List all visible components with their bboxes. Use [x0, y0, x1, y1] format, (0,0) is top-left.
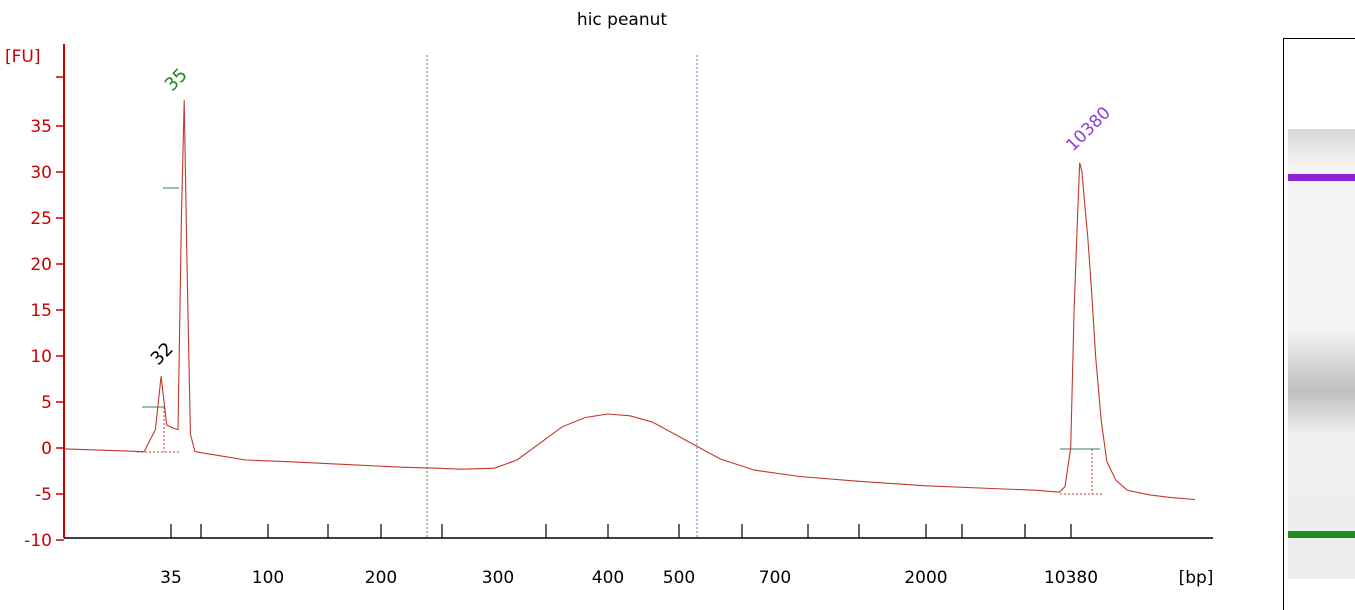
chart-title: hic peanut: [577, 10, 667, 30]
gel-image: [1283, 38, 1355, 610]
x-tick-label: 200: [365, 568, 397, 588]
x-tick-label: 400: [592, 568, 624, 588]
x-tick-label: 300: [482, 568, 514, 588]
y-tick-label: 30: [30, 163, 52, 183]
gel-lane: [1288, 129, 1355, 579]
y-tick-label: 25: [30, 209, 52, 229]
y-tick-label: 35: [30, 117, 52, 137]
gel-lower-marker-band: [1288, 531, 1355, 538]
trace-line: [64, 100, 1196, 501]
x-tick-label: 2000: [904, 568, 947, 588]
peak-label: 35: [161, 64, 192, 95]
electropherogram-chart: hic peanut -10 -5 0 5 10 15 20 25 30 35 [FU] 35 100 20…: [5, 10, 1214, 588]
x-tick-label: 500: [663, 568, 695, 588]
x-tick-label: 700: [759, 568, 791, 588]
y-tick-label: 5: [41, 393, 52, 413]
y-tick-label: 10: [30, 347, 52, 367]
y-axis-unit-label: [FU]: [5, 47, 41, 67]
y-tick-label: -10: [24, 531, 52, 551]
x-tick-label: 35: [160, 568, 182, 588]
peak-label: 32: [147, 338, 178, 369]
gel-upper-marker-band: [1288, 174, 1355, 181]
y-tick-label: 15: [30, 301, 52, 321]
y-tick-label: -5: [35, 485, 52, 505]
y-tick-label: 20: [30, 255, 52, 275]
peak-label: 10380: [1062, 103, 1114, 155]
x-tick-label: 10380: [1044, 568, 1098, 588]
y-tick-label: 0: [41, 439, 52, 459]
x-tick-label: 100: [252, 568, 284, 588]
x-axis-unit-label: [bp]: [1179, 568, 1214, 588]
